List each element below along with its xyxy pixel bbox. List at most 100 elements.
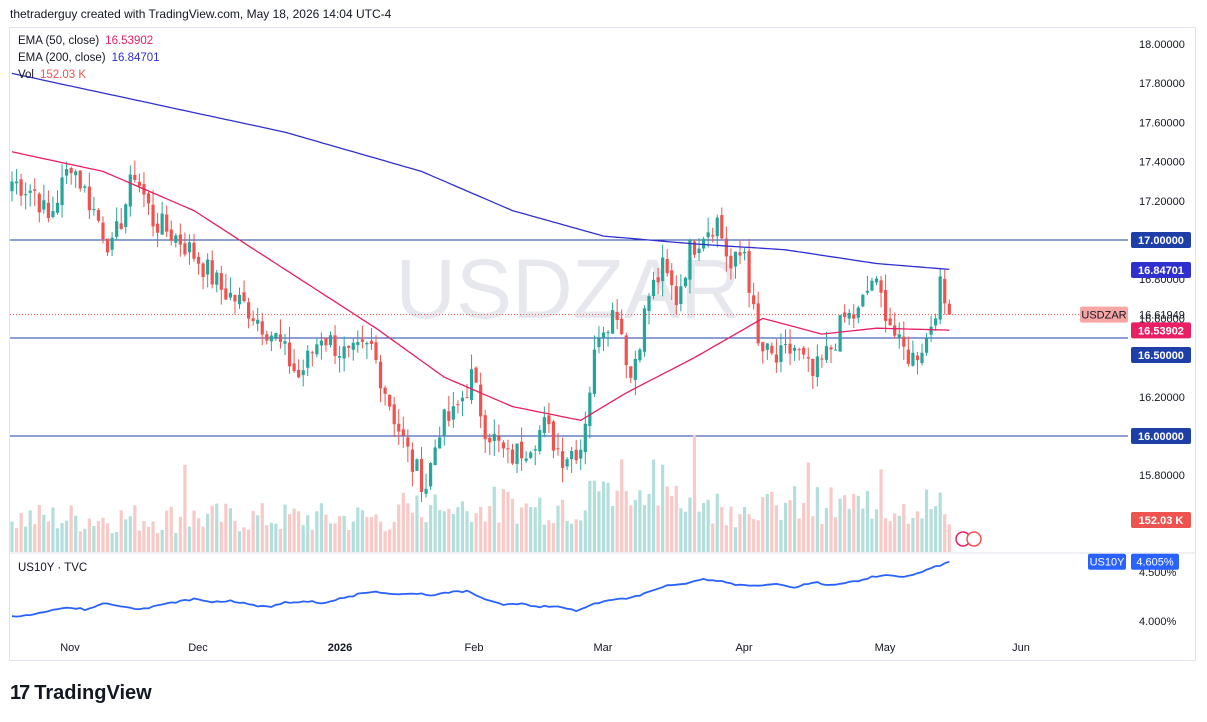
candle-body: [392, 404, 396, 425]
candle-body: [342, 346, 346, 359]
candle-body: [529, 452, 533, 458]
ema200-legend[interactable]: EMA (200, close) 16.84701: [18, 52, 160, 64]
volume-legend[interactable]: Vol 152.03 K: [18, 69, 86, 81]
volume-bar: [165, 510, 169, 552]
candle-body: [78, 170, 82, 189]
volume-badge: 152.03 K: [1139, 515, 1184, 527]
volume-bar: [924, 489, 929, 552]
candle-body: [497, 436, 501, 441]
level-badge-bg: [1131, 428, 1191, 444]
volume-bar: [761, 497, 765, 552]
us10y-legend[interactable]: US10Y · TVC: [18, 562, 87, 574]
volume-bar: [233, 520, 237, 552]
volume-bar: [856, 495, 860, 552]
volume-bar: [806, 462, 810, 552]
volume-bar: [110, 533, 114, 552]
volume-bar: [347, 530, 351, 552]
ema200-legend-value: 16.84701: [111, 52, 160, 64]
tradingview-logo[interactable]: 17 TradingView: [10, 682, 152, 705]
us10y-name-badge-bg: [1088, 553, 1126, 570]
candle-body: [196, 256, 201, 264]
volume-bar: [793, 486, 797, 552]
candle-body: [947, 303, 951, 315]
ema50-legend[interactable]: EMA (50, close) 16.53902: [18, 35, 153, 47]
volume-bar: [711, 523, 715, 552]
candle-body: [287, 342, 292, 367]
volume-bar: [943, 514, 947, 552]
volume-bar: [765, 493, 769, 552]
candle-body: [670, 270, 674, 286]
volume-bar: [488, 506, 492, 552]
volume-bar: [565, 520, 569, 552]
candle-body: [383, 387, 387, 394]
candle-body: [574, 449, 578, 461]
candle-body: [219, 273, 223, 290]
candle-body: [388, 394, 392, 407]
volume-bar: [187, 526, 192, 552]
price-axis-label: 17.60000: [1139, 117, 1185, 129]
us10y-value-badge: 4.605%: [1136, 557, 1174, 569]
candle-body: [474, 367, 478, 383]
volume-bar: [287, 514, 292, 552]
volume-bar: [661, 464, 665, 552]
volume-bar: [738, 513, 742, 552]
volume-legend-label: Vol: [18, 69, 34, 81]
candle-body: [374, 342, 378, 361]
volume-bar: [247, 529, 251, 552]
volume-bar: [688, 497, 692, 552]
candle-body: [765, 343, 769, 350]
ema200-legend-label: EMA (200, close): [18, 52, 106, 64]
volume-bar: [947, 524, 951, 552]
volume-bar: [520, 507, 524, 552]
level-badge: 16.00000: [1138, 431, 1184, 443]
candle-body: [774, 354, 778, 363]
candle-body: [410, 449, 414, 472]
candle-body: [720, 215, 724, 239]
volume-bar: [692, 434, 697, 552]
volume-bar: [601, 481, 606, 552]
candle-body: [802, 347, 806, 355]
volume-bar: [74, 515, 78, 552]
volume-bar: [297, 511, 301, 552]
candle-body: [779, 345, 783, 362]
chart-frame: [9, 27, 1196, 661]
ema50-badge: 16.53902: [1138, 325, 1184, 337]
volume-bar: [360, 510, 364, 552]
candle-body: [542, 417, 546, 433]
us10y-axis-label: 4.500%: [1139, 567, 1177, 579]
volume-bar: [874, 509, 879, 552]
candle-body: [943, 278, 947, 304]
candle-body: [629, 366, 633, 378]
volume-bar: [24, 526, 28, 552]
candle-body: [820, 358, 824, 360]
candle-body: [929, 326, 933, 335]
volume-bar: [342, 515, 346, 552]
candle-body: [28, 190, 32, 193]
candle-body: [556, 448, 560, 450]
volume-bar: [656, 505, 660, 552]
volume-bar: [492, 486, 496, 552]
candle-body: [33, 189, 37, 191]
volume-bar: [779, 519, 783, 552]
candle-body: [897, 334, 901, 339]
price-axis-label: 17.80000: [1139, 78, 1185, 90]
volume-bar: [33, 524, 37, 552]
volume-bar: [542, 524, 546, 552]
volume-bar: [369, 517, 374, 552]
candle-body: [615, 312, 619, 320]
volume-bar: [752, 519, 756, 552]
volume-bar: [934, 505, 938, 552]
candle-body: [656, 277, 660, 283]
volume-bar: [319, 503, 323, 552]
ema50-badge-bg: [1131, 322, 1191, 339]
volume-bar: [774, 505, 778, 552]
volume-bar: [283, 504, 287, 552]
price-axis-label: 17.40000: [1139, 157, 1185, 169]
volume-bar: [338, 516, 342, 552]
volume-bar: [356, 507, 360, 552]
candle-body: [706, 232, 710, 238]
volume-bar: [410, 512, 414, 552]
volume-bar: [151, 521, 155, 552]
candle-body: [19, 179, 23, 196]
